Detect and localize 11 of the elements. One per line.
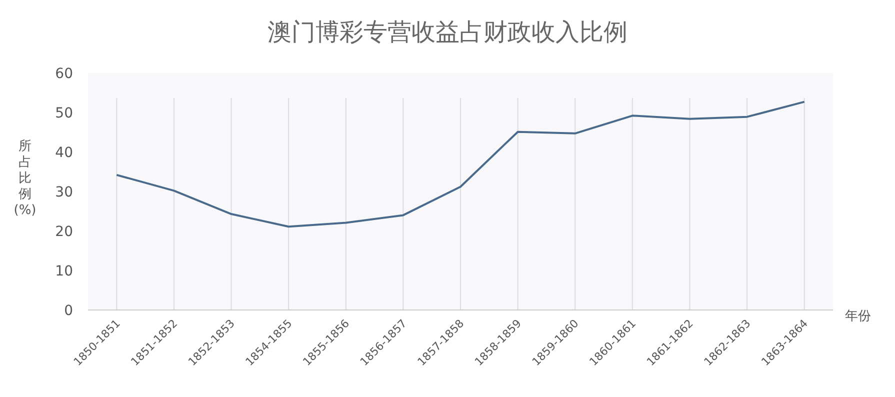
y-axis-title: 所占比例(%) (14, 139, 36, 218)
y-tick-label: 20 (55, 224, 73, 240)
line-series (116, 100, 806, 228)
y-tick-label: 50 (55, 106, 73, 122)
y-tick-label: 40 (55, 145, 73, 161)
x-axis-title: 年份 (845, 309, 871, 324)
y-tick-label: 30 (55, 184, 73, 200)
y-tick-label: 10 (55, 264, 73, 280)
y-tick-label: 0 (64, 303, 73, 319)
chart-title: 澳门博彩专营收益占财政收入比例 (268, 18, 628, 46)
y-tick-label: 60 (55, 66, 73, 82)
